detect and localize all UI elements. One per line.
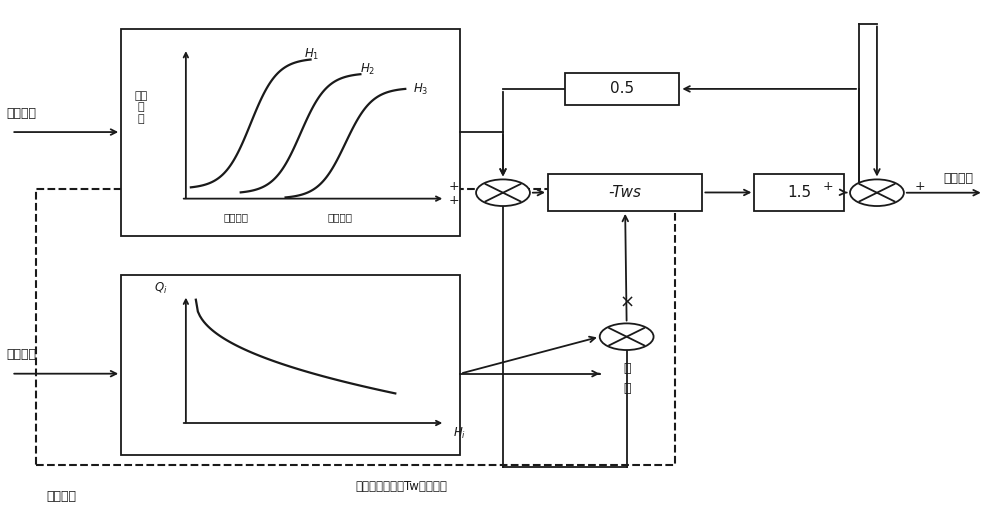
Text: $Q_i$: $Q_i$: [154, 281, 167, 296]
Bar: [565, 73, 679, 105]
Bar: [121, 275, 460, 455]
Bar: [121, 28, 460, 236]
Text: 导叶开度: 导叶开度: [6, 107, 36, 120]
Text: $H_1$: $H_1$: [304, 47, 319, 62]
Text: $H_3$: $H_3$: [413, 82, 429, 97]
Text: 1.5: 1.5: [787, 185, 811, 200]
Text: $H_2$: $H_2$: [360, 62, 376, 77]
Circle shape: [476, 179, 530, 206]
Text: -Tws: -Tws: [609, 185, 642, 200]
Text: 流: 流: [623, 363, 630, 375]
Circle shape: [850, 179, 904, 206]
Text: ×: ×: [619, 294, 634, 312]
Text: +: +: [915, 180, 925, 192]
Text: $H_i$: $H_i$: [453, 426, 466, 441]
Text: 导叶开度: 导叶开度: [328, 213, 353, 222]
Text: +: +: [449, 194, 459, 207]
Text: 初始功率: 初始功率: [46, 489, 76, 502]
Text: 运行水头: 运行水头: [6, 348, 36, 362]
Text: 有功
功
率: 有功 功 率: [134, 90, 148, 124]
Bar: [548, 174, 702, 211]
Bar: [36, 189, 675, 465]
Circle shape: [600, 323, 654, 350]
Text: 量: 量: [623, 382, 630, 395]
Text: 虚线所示区域为Tw修正系数: 虚线所示区域为Tw修正系数: [355, 480, 447, 493]
Text: 0.5: 0.5: [610, 81, 634, 96]
Bar: [754, 174, 844, 211]
Text: +: +: [823, 180, 833, 192]
Text: +: +: [449, 180, 459, 192]
Text: 三段修正: 三段修正: [223, 213, 248, 222]
Text: 有功功率: 有功功率: [944, 172, 974, 185]
